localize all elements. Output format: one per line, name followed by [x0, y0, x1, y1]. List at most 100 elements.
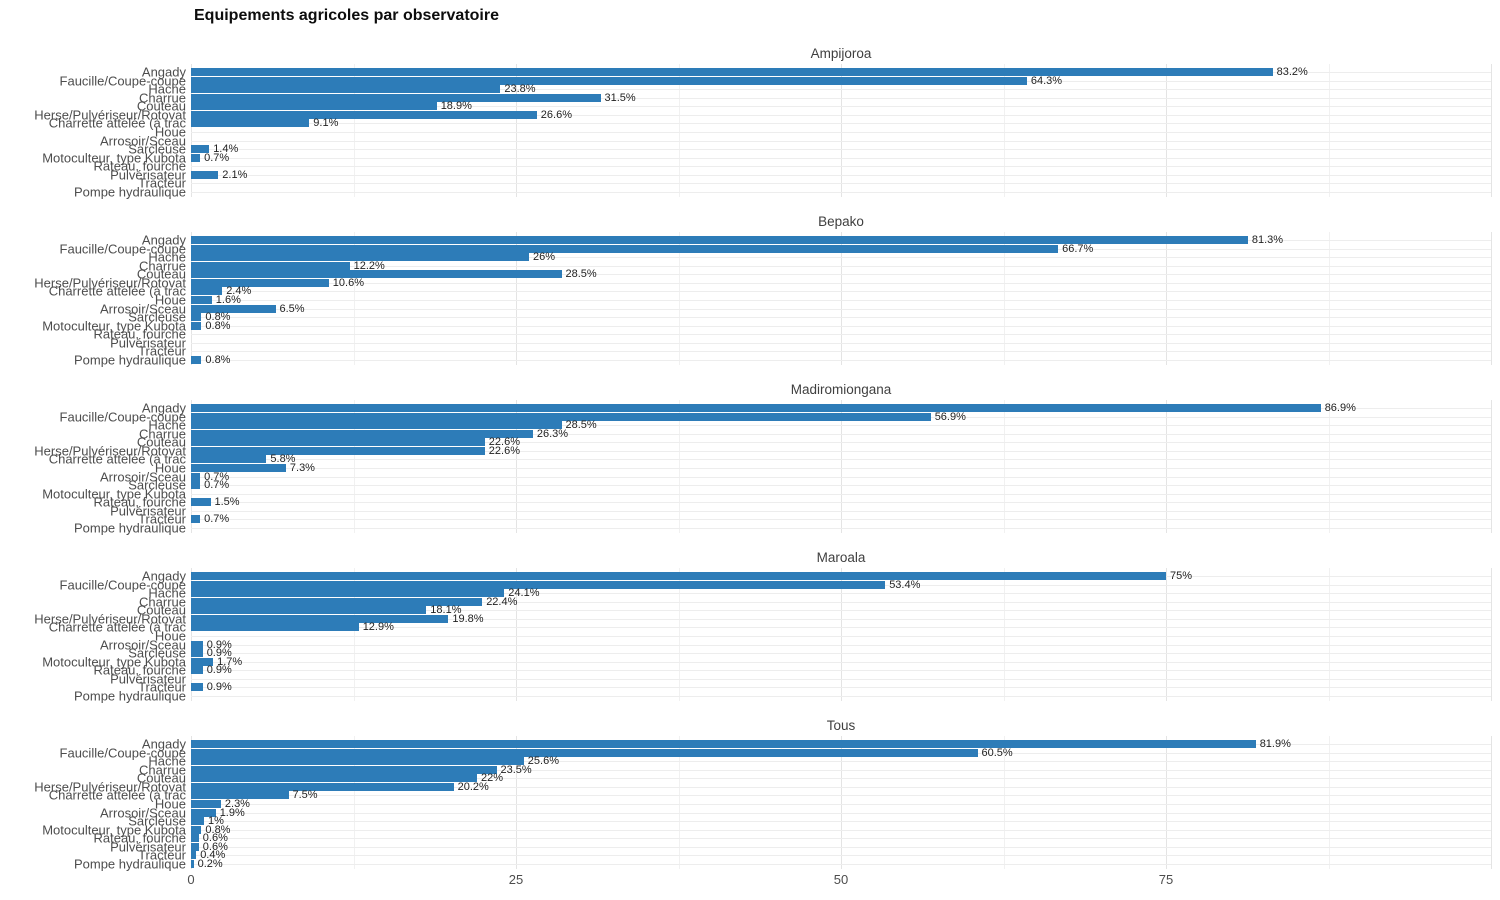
bar	[191, 808, 216, 817]
grid-line-horizontal	[191, 265, 1491, 267]
bar	[191, 244, 1059, 253]
bar	[191, 119, 310, 128]
y-axis-category-label: Herse/Pulvériseur/Rotovat	[34, 275, 186, 291]
grid-line-horizontal	[191, 601, 1491, 603]
bar	[191, 859, 194, 868]
bar-value-label: 75%	[1170, 570, 1193, 582]
y-axis-category-label: Charrette attelée (à trac	[48, 115, 186, 131]
bar	[191, 236, 1248, 244]
panel-plot-area: 83.2% 64.3% 23.8% 31.5% 18.9% 26.6% 9.1% 1.4% 0.…	[191, 64, 1492, 197]
grid-line-vertical	[1166, 232, 1167, 365]
y-axis-label-column: Angady Faucille/Coupe-coupe Hache Charrue Co…	[0, 400, 186, 535]
bar	[191, 657, 214, 666]
y-axis-category-label: Hache	[148, 417, 186, 433]
grid-line-horizontal	[191, 351, 1491, 353]
y-axis-category-label: Tracteur	[138, 847, 186, 863]
bar-value-label: 0.8%	[205, 353, 231, 366]
grid-line-horizontal	[191, 299, 1491, 301]
y-axis-category-label: Hache	[148, 585, 186, 601]
grid-line-vertical	[516, 232, 517, 365]
grid-line-horizontal	[191, 653, 1491, 655]
y-axis-category-label: Hache	[148, 249, 186, 265]
bar	[191, 748, 978, 757]
grid-line-horizontal	[191, 97, 1491, 99]
bar-value-label: 1.9%	[219, 806, 245, 819]
bar-value-label: 0.6%	[202, 832, 228, 845]
x-axis-tick-label: 0	[187, 872, 195, 887]
grid-line-horizontal	[191, 149, 1491, 151]
panel-plot-area: 81.3% 66.7% 26% 12.2% 28.5% 10.6% 2.4% 1.6% 6.5%…	[191, 232, 1492, 366]
grid-line-horizontal	[191, 769, 1491, 771]
grid-line-horizontal	[191, 678, 1491, 680]
bar	[191, 412, 931, 421]
bar	[191, 261, 350, 270]
grid-line-horizontal	[191, 467, 1491, 469]
grid-line-vertical	[191, 568, 192, 701]
grid-line-vertical	[1003, 232, 1005, 365]
grid-line-horizontal	[191, 334, 1491, 336]
bar-value-label: 19.8%	[452, 612, 484, 625]
bar-value-label: 0.8%	[205, 319, 231, 332]
grid-line-horizontal	[191, 635, 1491, 637]
y-axis-category-label: Houe	[154, 292, 186, 308]
grid-line-horizontal	[191, 476, 1491, 478]
y-axis-category-label: Motoculteur, type Kubota	[42, 654, 186, 670]
y-axis-category-label: Tracteur	[138, 175, 186, 191]
x-axis-tick-label: 25	[508, 872, 524, 887]
bar	[191, 455, 267, 464]
y-axis-category-label: Motoculteur, type Kubota	[42, 318, 186, 334]
bar-value-label: 64.3%	[1030, 74, 1063, 87]
bar	[191, 589, 505, 598]
y-axis-category-label: Motoculteur, type Kubota	[42, 822, 186, 838]
grid-line-horizontal	[191, 593, 1491, 595]
grid-line-vertical	[678, 64, 680, 197]
grid-line-horizontal	[191, 317, 1491, 319]
x-axis-tick-label: 50	[833, 872, 849, 887]
bar	[191, 446, 485, 455]
bar-value-label: 1.4%	[213, 143, 239, 156]
bar-value-label: 66.7%	[1062, 242, 1094, 255]
grid-line-vertical	[1003, 64, 1005, 197]
bar-value-label: 23.5%	[500, 763, 532, 776]
bar-value-label: 81.9%	[1259, 738, 1291, 750]
y-axis-category-label: Arrosoir/Sceau	[100, 301, 186, 317]
grid-line-horizontal	[191, 687, 1491, 689]
bar-value-label: 56.9%	[934, 410, 966, 423]
grid-line-horizontal	[191, 627, 1491, 629]
bar	[191, 481, 201, 490]
y-axis-category-label: Angady	[141, 232, 186, 248]
bar	[191, 623, 359, 632]
grid-line-vertical	[1328, 568, 1330, 701]
grid-line-vertical	[678, 232, 680, 365]
bar	[191, 110, 537, 119]
y-axis-category-label: Couteau	[136, 602, 186, 618]
y-axis-category-label: Pulvérisateur	[110, 335, 186, 351]
bar	[191, 68, 1273, 76]
bar-value-label: 28.5%	[565, 419, 597, 432]
grid-line-horizontal	[191, 274, 1491, 276]
grid-line-horizontal	[191, 433, 1491, 435]
grid-line-horizontal	[191, 644, 1491, 646]
bar	[191, 76, 1027, 85]
bar-value-label: 81.3%	[1251, 234, 1284, 246]
bar-value-label: 18.9%	[440, 100, 472, 113]
facet-title: Maroala	[816, 550, 866, 565]
y-axis-category-label: Pompe hydraulique	[73, 856, 186, 872]
bar-value-label: 0.9%	[206, 647, 232, 660]
grid-line-vertical	[1166, 64, 1167, 197]
y-axis-category-label: Houe	[154, 628, 186, 644]
grid-line-horizontal	[191, 450, 1491, 452]
y-axis-label-column: Angady Faucille/Coupe-coupe Hache Charrue Co…	[0, 64, 186, 199]
bar-value-label: 22.4%	[486, 595, 518, 608]
grid-line-vertical	[678, 736, 680, 869]
y-axis-category-label: Charrue	[139, 90, 186, 106]
bar	[191, 438, 485, 447]
bar-value-label: 1.6%	[215, 293, 241, 306]
grid-line-horizontal	[191, 786, 1491, 788]
bar	[191, 740, 1256, 748]
grid-line-horizontal	[191, 291, 1491, 293]
bar-value-label: 0.7%	[204, 513, 230, 526]
grid-line-horizontal	[191, 308, 1491, 310]
grid-line-vertical	[1003, 736, 1005, 869]
y-axis-category-label: Angady	[141, 400, 186, 416]
